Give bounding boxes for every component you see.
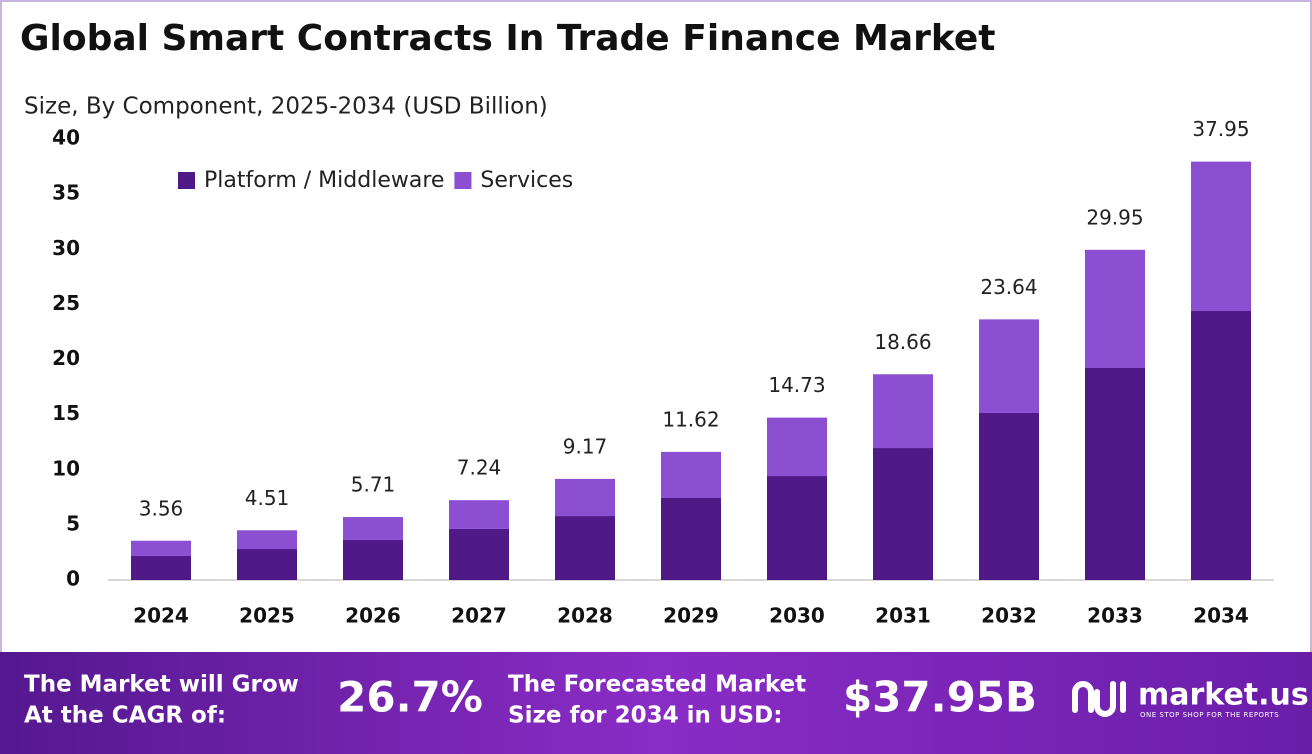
bar-segment	[555, 516, 615, 580]
x-tick-label: 2025	[239, 604, 295, 628]
brand-name: market.us	[1138, 678, 1309, 713]
total-label: 7.24	[457, 456, 502, 480]
total-label: 18.66	[874, 330, 931, 354]
forecast-value: $37.95B	[843, 673, 1037, 722]
x-tick-label: 2026	[345, 604, 401, 628]
bar-segment	[873, 448, 933, 580]
total-label: 3.56	[139, 496, 184, 520]
total-label: 11.62	[662, 407, 719, 431]
total-label: 37.95	[1192, 117, 1249, 141]
y-tick-label: 5	[66, 511, 80, 535]
bar-segment	[1191, 161, 1251, 311]
chart-subtitle: Size, By Component, 2025-2034 (USD Billi…	[24, 94, 548, 120]
y-tick-label: 0	[66, 567, 80, 591]
x-tick-label: 2029	[663, 604, 719, 628]
forecast-label: Size for 2034 in USD:	[508, 703, 782, 729]
x-tick-label: 2032	[981, 604, 1037, 628]
cagr-value: 26.7%	[337, 673, 483, 722]
bar-segment	[979, 412, 1039, 580]
bar-segment	[343, 539, 403, 580]
bar-segment	[555, 478, 615, 517]
bar-segment	[1085, 367, 1145, 580]
x-tick-label: 2031	[875, 604, 931, 628]
bar-segment	[131, 540, 191, 556]
bar-segment	[449, 500, 509, 529]
brand-tagline: ONE STOP SHOP FOR THE REPORTS	[1140, 711, 1279, 719]
x-tick-label: 2028	[557, 604, 613, 628]
y-tick-label: 20	[52, 346, 80, 370]
bar-segment	[873, 374, 933, 449]
legend-swatch	[178, 172, 195, 189]
total-label: 9.17	[563, 434, 608, 458]
cagr-label: The Market will Grow	[24, 672, 299, 698]
bar-segment	[1085, 249, 1145, 368]
total-label: 5.71	[351, 473, 396, 497]
forecast-label: The Forecasted Market	[508, 672, 806, 698]
y-tick-label: 10	[52, 456, 80, 480]
chart-title: Global Smart Contracts In Trade Finance …	[20, 18, 996, 59]
cagr-label: At the CAGR of:	[24, 703, 226, 729]
total-label: 23.64	[980, 275, 1037, 299]
y-tick-label: 15	[52, 401, 80, 425]
bar-segment	[661, 497, 721, 580]
x-tick-label: 2027	[451, 604, 507, 628]
y-tick-label: 40	[52, 126, 80, 150]
bar-segment	[767, 476, 827, 580]
bar-segment	[1191, 310, 1251, 580]
bar-segment	[661, 451, 721, 498]
total-label: 4.51	[245, 486, 290, 510]
bar-segment	[237, 549, 297, 580]
total-label: 29.95	[1086, 205, 1143, 229]
bar-segment	[979, 319, 1039, 413]
legend-label: Platform / Middleware	[204, 168, 444, 193]
x-tick-label: 2024	[133, 604, 189, 628]
x-tick-label: 2034	[1193, 604, 1249, 628]
brand-logo	[1072, 681, 1126, 717]
legend-label: Services	[480, 168, 573, 193]
bar-segment	[767, 417, 827, 477]
y-tick-label: 25	[52, 291, 80, 315]
y-tick-label: 30	[52, 236, 80, 260]
x-tick-label: 2033	[1087, 604, 1143, 628]
y-tick-label: 35	[52, 181, 80, 205]
x-tick-label: 2030	[769, 604, 825, 628]
bar-segment	[131, 555, 191, 580]
total-label: 14.73	[768, 373, 825, 397]
bar-segment	[449, 528, 509, 580]
bar-segment	[343, 517, 403, 540]
legend-swatch	[454, 172, 472, 189]
bar-segment	[237, 530, 297, 550]
